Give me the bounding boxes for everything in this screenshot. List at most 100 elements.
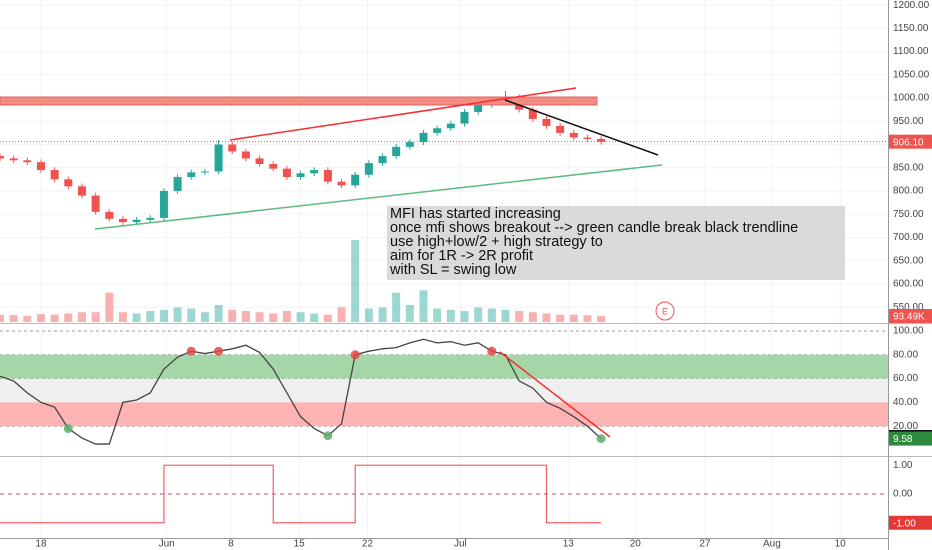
volume-bar [474, 307, 483, 322]
y-tick-label: 40.00 [893, 397, 918, 408]
marks [0, 91, 888, 524]
volume-bar [146, 311, 155, 322]
y-tick-label: 0.00 [893, 489, 913, 500]
mfi-signal-dot [350, 350, 360, 360]
volume-bar [118, 312, 127, 322]
x-tick-label: Jul [454, 539, 467, 550]
volume-bar [351, 240, 360, 322]
mfi-signal-dot [596, 434, 606, 444]
last-price-label-bg [889, 134, 932, 149]
candle-body [228, 144, 237, 152]
volume-bar [255, 312, 264, 322]
bands [0, 354, 888, 427]
volume-bar [132, 313, 141, 322]
y-tick-label: 60.00 [893, 373, 918, 384]
candle-body [364, 163, 373, 175]
volume-bar [556, 314, 565, 322]
mfi-last-label-bg [889, 431, 932, 446]
y-tick-label: 750.00 [893, 209, 924, 220]
candle-body [118, 218, 127, 223]
upper-trendline [229, 87, 577, 141]
volume-bar [282, 311, 291, 322]
volume-bar [214, 304, 223, 322]
candle-body [159, 190, 168, 218]
volume-bar [487, 308, 496, 322]
candle-body [474, 105, 483, 112]
volume-bar [460, 311, 469, 322]
y-tick-label: 1050.00 [893, 69, 930, 80]
candle-body [378, 156, 387, 164]
x-tick-label: 13 [563, 539, 575, 550]
y-tick-label: 100.00 [893, 326, 924, 337]
candle-body [419, 132, 428, 143]
volume-bar [528, 312, 537, 322]
candle-body [446, 123, 455, 129]
signal-line [0, 464, 602, 524]
candle-body [23, 160, 32, 163]
candle-body [460, 111, 469, 124]
volume-bar [0, 314, 4, 322]
volume-bar [446, 309, 455, 322]
candle-body [9, 158, 18, 161]
axis: 18 Jun 8 15 22 Jul 13 20 27 Aug 10 550.00 600.00 650.… [35, 0, 932, 550]
annotation-line: aim for 1R -> 2R profit [390, 248, 533, 264]
volume-bar [200, 312, 209, 322]
candle-body [597, 138, 606, 142]
signal-last-label: -1.00 [893, 518, 916, 529]
x-tick-label: 10 [835, 539, 847, 550]
candle-body [556, 125, 565, 133]
candle-body [392, 146, 401, 157]
candle-body [200, 171, 209, 173]
candle-body [91, 195, 100, 212]
candle-body [64, 179, 73, 187]
volume-bar [337, 307, 346, 322]
y-tick-label: 1150.00 [893, 23, 929, 34]
candle-body [187, 172, 196, 178]
mfi-signal-dot [63, 424, 73, 434]
y-tick-label: 700.00 [893, 232, 924, 243]
y-tick-label: 550.00 [893, 302, 924, 313]
resistance-zone [0, 96, 598, 106]
volume-bar [597, 315, 606, 322]
candle-body [269, 164, 278, 169]
candle-body [405, 142, 414, 147]
candle-body [569, 132, 578, 138]
volume-bar [569, 314, 578, 322]
volume-bar [159, 309, 168, 322]
volume-bar [501, 309, 510, 322]
candle-body [583, 137, 592, 139]
volume-bar [77, 312, 86, 322]
volume-bar [515, 311, 524, 322]
event-circle [655, 301, 675, 321]
volume-label-bg [889, 309, 932, 323]
candle-body [282, 168, 291, 178]
overbought-band [0, 354, 888, 379]
black-trendline [504, 99, 659, 156]
candle-body [146, 217, 155, 220]
last-price-label: 906.10 [893, 137, 924, 148]
volume-bar [23, 315, 32, 322]
volume-bar [269, 313, 278, 322]
annotation-line: once mfi shows breakout --> green candle… [390, 220, 798, 236]
volume-bar [228, 309, 237, 322]
annotation-line: MFI has started increasing [390, 206, 561, 222]
volume-bar [583, 315, 592, 322]
candle-body [214, 144, 223, 172]
x-tick-label: 27 [699, 539, 711, 550]
y-tick-label: 1000.00 [893, 93, 930, 104]
y-tick-label: 20.00 [893, 421, 918, 432]
volume-bar [105, 292, 114, 322]
mfi-signal-dot [214, 346, 224, 356]
y-tick-label: 80.00 [893, 349, 918, 360]
volume-bar [378, 307, 387, 322]
mfi-trendline [499, 351, 611, 438]
event-marker: E [662, 306, 668, 316]
candle-body [310, 170, 319, 174]
candle-body [296, 173, 305, 178]
volume-bar [187, 308, 196, 322]
x-tick-label: Aug [763, 539, 781, 550]
x-tick-label: 22 [362, 539, 374, 550]
y-tick-label: 950.00 [893, 116, 924, 127]
y-tick-label: 1.00 [893, 460, 913, 471]
volume-label: 93.49K [893, 312, 925, 323]
